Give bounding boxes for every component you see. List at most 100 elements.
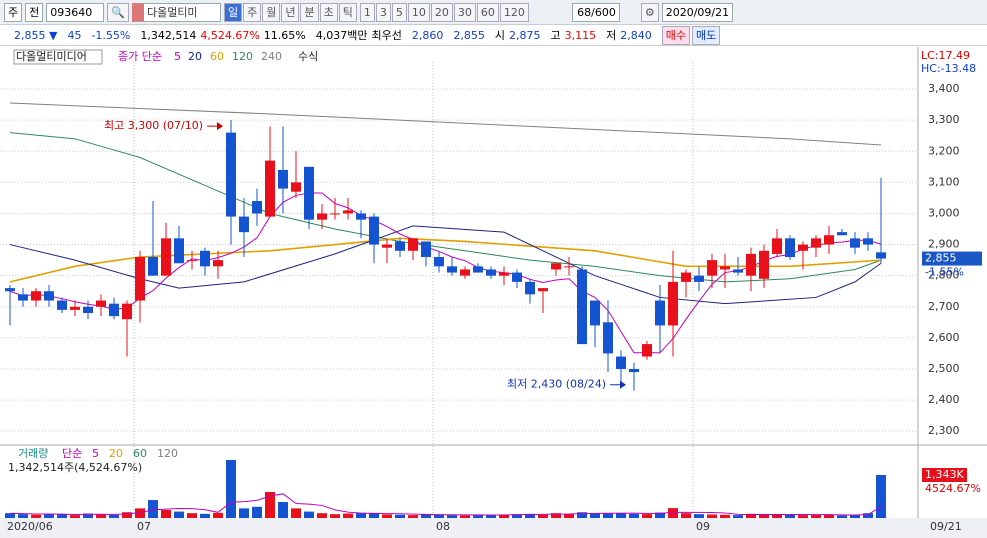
volume-legend: 120 xyxy=(157,447,178,460)
candle-body xyxy=(109,303,119,317)
high: 3,115 xyxy=(564,28,597,42)
unit-button[interactable]: 60 xyxy=(476,2,499,22)
candle-body xyxy=(785,238,795,258)
period-button[interactable]: 월 xyxy=(262,2,281,22)
candle-body xyxy=(369,216,379,245)
volume-summary: 1,342,514주(4,524.67%) xyxy=(8,461,142,474)
volume-bar xyxy=(356,512,366,518)
volume-bar xyxy=(122,512,132,518)
candle-body xyxy=(564,266,574,268)
volume-rate: 4,524.67% xyxy=(200,28,260,42)
volume-bar xyxy=(382,514,392,518)
volume-bar xyxy=(460,515,470,518)
period-button[interactable]: 년 xyxy=(281,2,300,22)
annotation-arrowhead xyxy=(217,122,223,131)
volume-bar xyxy=(265,491,275,518)
formula: 수식 xyxy=(298,50,318,63)
period-button[interactable]: 틱 xyxy=(338,2,357,22)
candle-body xyxy=(811,238,821,248)
ma-line xyxy=(9,237,882,283)
ma-line xyxy=(9,225,882,305)
y-tick-label: 2,700 xyxy=(928,300,960,313)
volume-bar xyxy=(5,513,15,518)
volume-bar xyxy=(655,512,665,518)
candle-body xyxy=(57,300,67,310)
rate: -1.55% xyxy=(91,28,131,42)
best-label: 최우선 xyxy=(371,29,402,42)
candle-body xyxy=(5,288,15,292)
turnover: 11.65% xyxy=(263,28,306,42)
volume-bar xyxy=(707,514,717,518)
volume-bar xyxy=(694,514,704,518)
unit-button[interactable]: 3 xyxy=(375,2,391,22)
x-tick-label: 08 xyxy=(436,520,450,533)
unit-button[interactable]: 120 xyxy=(499,2,529,22)
volume-last-box xyxy=(922,468,967,483)
amount: 4,037백만 xyxy=(315,29,368,42)
candle-body xyxy=(252,201,262,214)
units: 1 3 5 10 20 30 60 120 xyxy=(359,2,529,22)
x-tick-label: 09 xyxy=(696,520,710,533)
volume-bar xyxy=(577,512,587,518)
prev[interactable]: 전 xyxy=(25,2,44,22)
y-tick-label: 3,100 xyxy=(928,175,960,188)
unit-button[interactable]: 1 xyxy=(359,2,375,22)
period-button[interactable]: 초 xyxy=(319,2,338,22)
tool[interactable]: ⚙ xyxy=(640,2,659,22)
candle-body xyxy=(824,235,834,245)
volume-bar xyxy=(733,515,743,518)
y-tick-label: 3,200 xyxy=(928,144,960,157)
last-price-box xyxy=(922,251,982,266)
candle-body xyxy=(239,216,249,233)
period-button[interactable]: 주 xyxy=(243,2,262,22)
candle-body xyxy=(382,244,392,248)
candle-body xyxy=(577,269,587,345)
sell[interactable]: 매도 xyxy=(691,25,721,45)
volume-bar xyxy=(369,513,379,518)
volume-bar xyxy=(837,515,847,518)
count: 68/600 xyxy=(571,2,620,22)
y-tick-label: 2,600 xyxy=(928,331,960,344)
legend-ma: 240 xyxy=(261,50,282,63)
candle-body xyxy=(356,213,366,220)
volume-bar xyxy=(512,514,522,518)
unit-button[interactable]: 5 xyxy=(391,2,407,22)
title-box xyxy=(13,49,103,65)
candle-body xyxy=(681,272,691,282)
volume-bar xyxy=(109,514,119,518)
volume-bar xyxy=(473,515,483,518)
open-label: 시 xyxy=(494,29,505,42)
volume-bar xyxy=(200,513,210,518)
period-button[interactable]: 분 xyxy=(300,2,319,22)
ma-line xyxy=(9,132,882,283)
volume-bar xyxy=(18,514,28,518)
change: 45 xyxy=(67,28,82,42)
period-button[interactable]: 일 xyxy=(223,2,243,22)
volume-bar xyxy=(811,514,821,518)
volume-bar xyxy=(304,511,314,518)
unit-button[interactable]: 10 xyxy=(407,2,430,22)
candle-body xyxy=(603,322,613,354)
volume-last-rate: 4524.67% xyxy=(925,482,981,495)
candle-body xyxy=(44,291,54,301)
legend-ma: 120 xyxy=(232,50,253,63)
buy[interactable]: 매수 xyxy=(661,25,690,45)
x-axis-bar xyxy=(0,518,987,538)
unit-button[interactable]: 20 xyxy=(430,2,453,22)
volume-bar xyxy=(174,511,184,518)
date[interactable]: 2020/09/21 xyxy=(661,2,734,22)
candle-body xyxy=(83,306,93,313)
market[interactable]: 주 xyxy=(4,2,23,22)
volume-bar xyxy=(681,513,691,518)
search[interactable]: 🔍 xyxy=(107,2,129,22)
annotation-arrowhead xyxy=(620,380,626,389)
volume-ma-label: 단순 xyxy=(62,447,82,460)
low-label: 저 xyxy=(606,29,617,42)
candle-body xyxy=(746,253,756,276)
candle-body xyxy=(408,238,418,251)
unit-button[interactable]: 30 xyxy=(453,2,476,22)
code[interactable]: 093640 xyxy=(46,2,105,22)
volume-bar xyxy=(395,514,405,518)
